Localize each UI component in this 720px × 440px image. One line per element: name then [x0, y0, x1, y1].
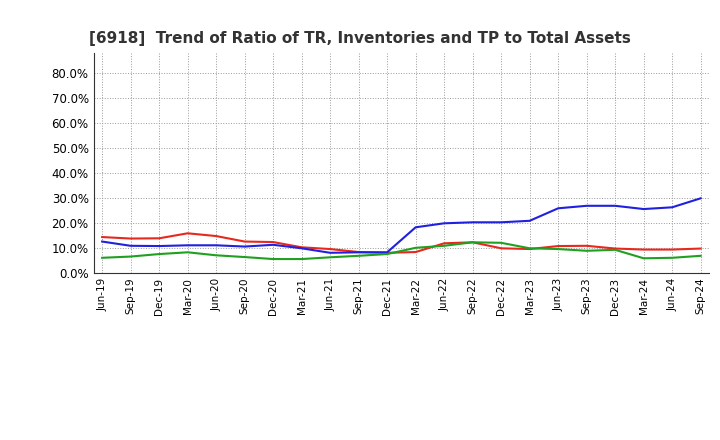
Inventories: [126, 243, 135, 249]
Inventories: [639, 206, 648, 212]
Inventories: [297, 246, 306, 251]
Trade Receivables: [269, 239, 277, 245]
Trade Payables: [354, 253, 363, 258]
Trade Receivables: [668, 247, 677, 252]
Text: [6918]  Trend of Ratio of TR, Inventories and TP to Total Assets: [6918] Trend of Ratio of TR, Inventories…: [89, 31, 631, 46]
Trade Receivables: [526, 246, 534, 252]
Trade Receivables: [468, 240, 477, 245]
Trade Receivables: [297, 245, 306, 250]
Inventories: [696, 196, 705, 201]
Trade Receivables: [326, 246, 335, 252]
Legend: Trade Receivables, Inventories, Trade Payables: Trade Receivables, Inventories, Trade Pa…: [183, 437, 620, 440]
Inventories: [155, 243, 163, 249]
Trade Payables: [383, 251, 392, 257]
Inventories: [468, 220, 477, 225]
Trade Receivables: [582, 243, 591, 249]
Trade Receivables: [639, 247, 648, 252]
Trade Payables: [639, 256, 648, 261]
Inventories: [383, 249, 392, 255]
Trade Payables: [269, 257, 277, 262]
Trade Payables: [611, 247, 619, 253]
Inventories: [554, 205, 562, 211]
Inventories: [184, 243, 192, 248]
Trade Payables: [411, 245, 420, 250]
Trade Receivables: [497, 246, 505, 251]
Trade Payables: [668, 255, 677, 260]
Inventories: [582, 203, 591, 209]
Trade Receivables: [184, 231, 192, 236]
Trade Receivables: [411, 249, 420, 255]
Trade Payables: [155, 251, 163, 257]
Trade Receivables: [554, 243, 562, 249]
Trade Receivables: [611, 246, 619, 251]
Trade Payables: [326, 255, 335, 260]
Trade Payables: [297, 257, 306, 262]
Inventories: [354, 249, 363, 255]
Trade Payables: [582, 248, 591, 253]
Trade Payables: [240, 254, 249, 260]
Inventories: [326, 250, 335, 256]
Inventories: [212, 243, 220, 248]
Trade Receivables: [383, 250, 392, 256]
Trade Payables: [554, 246, 562, 252]
Inventories: [526, 218, 534, 224]
Trade Payables: [126, 254, 135, 259]
Inventories: [411, 225, 420, 230]
Trade Payables: [468, 240, 477, 245]
Trade Receivables: [696, 246, 705, 251]
Inventories: [269, 242, 277, 247]
Line: Inventories: Inventories: [102, 198, 701, 253]
Trade Receivables: [440, 241, 449, 246]
Line: Trade Payables: Trade Payables: [102, 242, 701, 259]
Trade Receivables: [212, 233, 220, 238]
Inventories: [240, 244, 249, 249]
Inventories: [440, 220, 449, 226]
Trade Payables: [98, 255, 107, 260]
Trade Receivables: [240, 239, 249, 244]
Trade Payables: [184, 249, 192, 255]
Trade Payables: [696, 253, 705, 258]
Trade Payables: [526, 246, 534, 251]
Line: Trade Receivables: Trade Receivables: [102, 233, 701, 253]
Inventories: [98, 239, 107, 244]
Trade Receivables: [155, 236, 163, 241]
Trade Receivables: [354, 249, 363, 255]
Trade Payables: [440, 243, 449, 249]
Trade Payables: [497, 240, 505, 246]
Inventories: [611, 203, 619, 209]
Trade Receivables: [126, 236, 135, 241]
Trade Receivables: [98, 235, 107, 240]
Inventories: [497, 220, 505, 225]
Inventories: [668, 205, 677, 210]
Trade Payables: [212, 253, 220, 258]
